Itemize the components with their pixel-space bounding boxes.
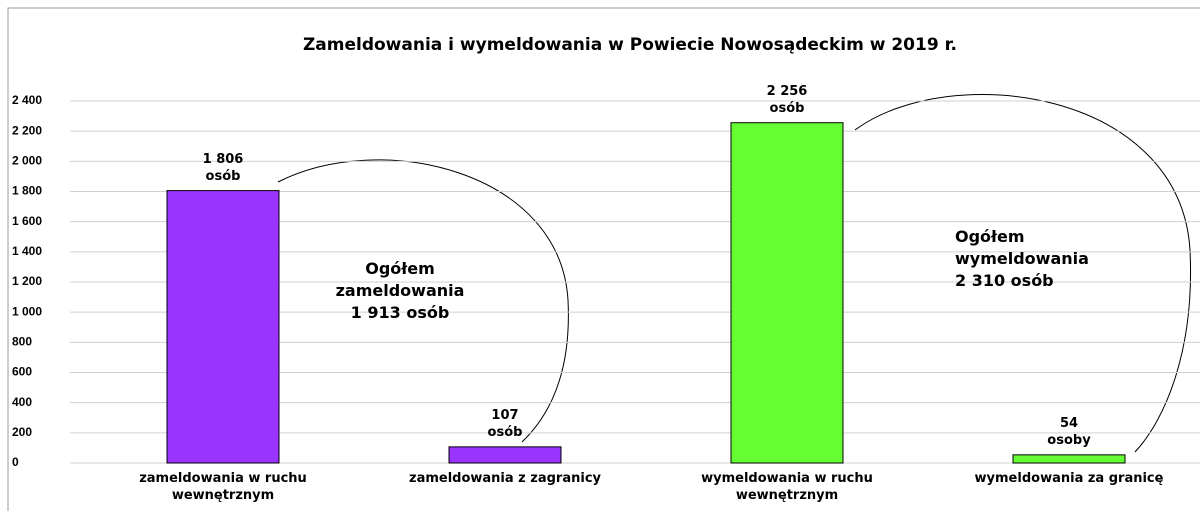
frame: [7, 7, 1200, 511]
value-label-box: 54 osoby: [1047, 415, 1091, 448]
arc: [277, 159, 569, 443]
y-tick-label: 600: [12, 365, 32, 379]
x-tick-label-box: zameldowania w ruchu wewnętrznym: [139, 471, 307, 503]
y-tick-label: 1 400: [12, 244, 42, 258]
y-tick-label: 2 400: [12, 93, 42, 107]
y-tick-label: 200: [12, 425, 32, 439]
x-tick-label-box: wymeldowania za granicę: [974, 471, 1164, 486]
chart-title: Zameldowania i wymeldowania w Powiecie N…: [303, 35, 957, 55]
value-label: 54 osoby: [1047, 415, 1091, 448]
y-tick-label: 1 600: [12, 214, 42, 228]
y-tick-label: 400: [12, 395, 32, 409]
x-tick-label: zameldowania w ruchu wewnętrznym: [139, 471, 307, 503]
y-tick-label: 1 800: [12, 184, 42, 198]
annotation: Ogółem zameldowania 1 913 osób: [335, 259, 465, 322]
y-tick-label: 800: [12, 335, 32, 349]
y-tick-label: 2 000: [12, 154, 42, 168]
bar: [166, 190, 280, 464]
arc: [854, 94, 1192, 453]
x-tick-label-box: zameldowania z zagranicy: [409, 471, 601, 486]
y-tick-label: 0: [12, 455, 19, 469]
value-label-box: 107 osób: [487, 407, 523, 440]
bar: [1012, 454, 1126, 464]
y-tick-label: 2 200: [12, 123, 42, 137]
annotation-box: Ogółem wymeldowania 2 310 osób: [955, 227, 1089, 290]
annotation: Ogółem wymeldowania 2 310 osób: [955, 227, 1089, 290]
value-label: 2 256 osób: [766, 83, 808, 116]
value-label-box: 1 806 osób: [202, 151, 244, 184]
value-label: 107 osób: [487, 407, 523, 440]
bar: [448, 446, 562, 464]
y-tick-label: 1 200: [12, 274, 42, 288]
value-label-box: 2 256 osób: [766, 83, 808, 116]
x-tick-label-box: wymeldowania w ruchu wewnętrznym: [701, 471, 873, 503]
x-tick-label: zameldowania z zagranicy: [409, 471, 601, 486]
bar: [730, 122, 844, 464]
x-tick-label: wymeldowania w ruchu wewnętrznym: [701, 471, 873, 503]
value-label: 1 806 osób: [202, 151, 244, 184]
annotation-box: Ogółem zameldowania 1 913 osób: [335, 259, 465, 322]
x-tick-label: wymeldowania za granicę: [974, 471, 1164, 486]
y-tick-label: 1 000: [12, 304, 42, 318]
